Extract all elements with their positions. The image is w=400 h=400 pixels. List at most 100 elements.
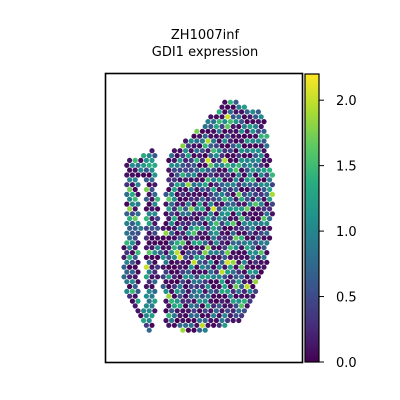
spot-point: [127, 216, 133, 222]
spot-point: [258, 269, 264, 275]
spot-point: [191, 259, 197, 265]
spot-point: [177, 254, 183, 260]
spot-point: [227, 264, 233, 270]
spot-point: [132, 177, 138, 183]
spot-point: [146, 211, 152, 217]
spot-point: [247, 211, 253, 217]
spot-point: [261, 216, 267, 222]
spot-point: [213, 191, 219, 197]
spot-point: [233, 148, 239, 154]
spot-point: [253, 162, 259, 168]
spot-point: [143, 322, 149, 328]
spot-point: [241, 182, 247, 188]
spot-point: [180, 240, 186, 246]
spot-point: [166, 322, 172, 328]
spot-point: [199, 225, 205, 231]
spot-point: [199, 264, 205, 270]
spot-point: [236, 317, 242, 324]
spot-point: [191, 191, 197, 197]
spot-point: [250, 293, 256, 299]
spot-point: [197, 317, 203, 324]
spot-point: [258, 143, 264, 149]
spot-point: [132, 283, 138, 290]
spot-point: [194, 283, 200, 290]
spot-point: [132, 167, 138, 173]
spot-point: [199, 206, 205, 212]
spot-point: [127, 167, 133, 173]
spot-point: [174, 308, 180, 314]
spot-point: [247, 114, 253, 120]
spot-point: [138, 167, 144, 173]
spot-point: [230, 143, 236, 149]
spot-point: [225, 298, 231, 304]
spot-point: [160, 274, 166, 280]
spot-point: [225, 182, 231, 188]
spot-point: [255, 167, 261, 173]
spot-point: [183, 167, 189, 173]
spot-point: [138, 157, 144, 163]
spot-point: [267, 157, 273, 163]
spot-point: [216, 322, 222, 328]
spot-point: [127, 196, 133, 202]
spot-point: [174, 298, 180, 304]
spot-point: [219, 259, 225, 265]
spot-point: [194, 293, 200, 299]
spot-point: [188, 196, 194, 202]
spot-point: [205, 196, 211, 202]
spot-point: [230, 211, 236, 217]
spot-point: [255, 119, 261, 125]
spot-point: [155, 254, 161, 260]
spot-point: [230, 133, 236, 139]
spot-point: [255, 128, 261, 134]
spot-point: [244, 283, 250, 290]
spot-point: [208, 250, 214, 256]
spot-point: [219, 114, 225, 120]
spot-point: [174, 230, 180, 236]
spot-point: [216, 128, 222, 134]
spot-point: [127, 264, 133, 270]
spot-point: [149, 196, 155, 202]
spot-point: [169, 230, 175, 236]
spot-point: [230, 220, 236, 227]
spot-point: [135, 298, 141, 304]
spot-point: [121, 245, 127, 251]
spot-point: [202, 240, 208, 246]
spot-point: [264, 259, 270, 265]
spot-point: [127, 186, 133, 193]
spot-point: [191, 250, 197, 256]
spot-point: [241, 114, 247, 120]
spot-point: [146, 153, 152, 159]
spot-point: [216, 313, 222, 319]
spot-point: [208, 123, 214, 130]
spot-point: [129, 240, 135, 246]
spot-point: [211, 167, 217, 173]
spot-point: [247, 191, 253, 197]
spot-point: [269, 182, 275, 188]
spot-point: [202, 230, 208, 236]
spot-point: [191, 211, 197, 217]
spot-point: [255, 177, 261, 183]
spot-point: [129, 288, 135, 294]
spot-point: [213, 308, 219, 314]
spot-point: [241, 240, 247, 246]
spot-point: [239, 196, 245, 202]
spot-point: [124, 191, 130, 197]
spot-point: [241, 191, 247, 197]
spot-point: [152, 250, 158, 256]
spot-point: [180, 317, 186, 324]
spot-point: [177, 322, 183, 328]
spot-point: [205, 313, 211, 319]
spot-point: [222, 254, 228, 260]
spot-point: [121, 254, 127, 260]
spot-point: [177, 235, 183, 241]
spot-point: [197, 220, 203, 227]
spot-point: [197, 191, 203, 197]
spot-point: [121, 264, 127, 270]
spot-point: [241, 308, 247, 314]
spot-point: [208, 259, 214, 265]
spot-point: [264, 133, 270, 139]
spot-point: [202, 250, 208, 256]
spot-point: [202, 317, 208, 324]
spot-point: [216, 264, 222, 270]
spot-point: [213, 162, 219, 168]
